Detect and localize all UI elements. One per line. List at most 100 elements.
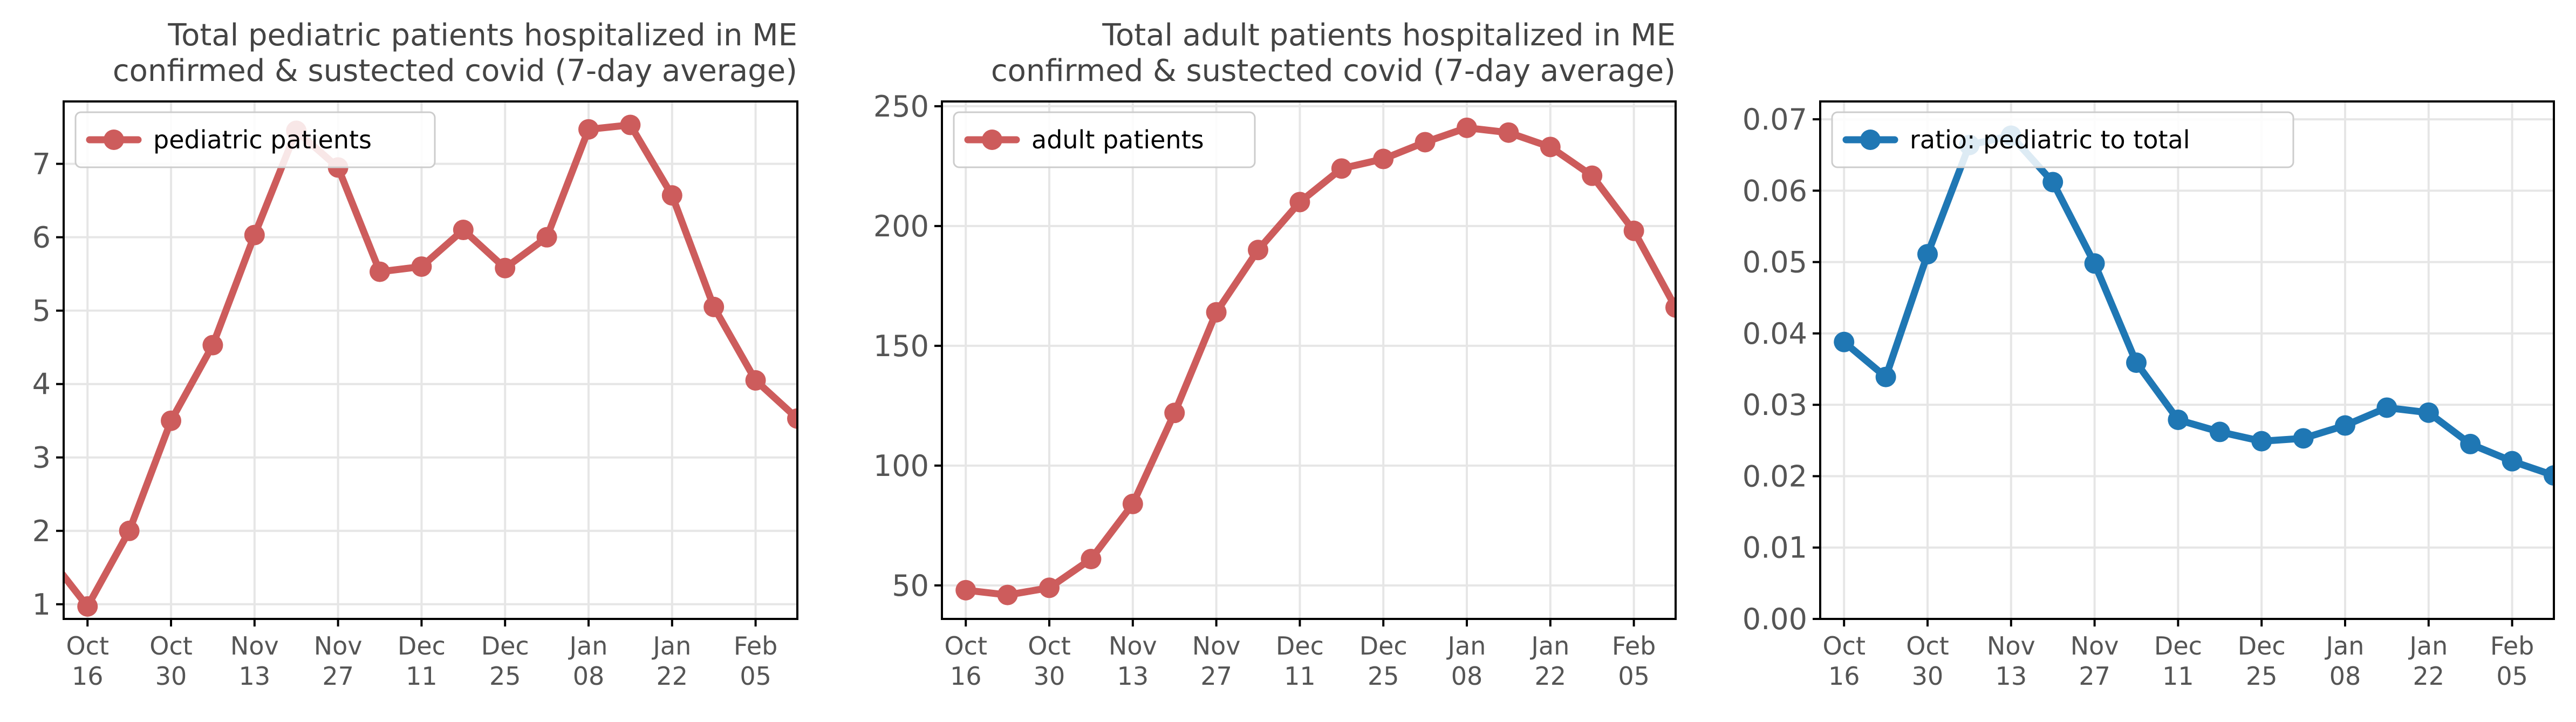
x-tick-label-month: Nov (2071, 631, 2119, 660)
x-tick-label-month: Feb (734, 631, 777, 660)
x-tick-label-day: 22 (2413, 662, 2445, 691)
y-tick-label: 250 (873, 90, 929, 124)
chart-title-line: confirmed & sustected covid (7-day avera… (113, 53, 797, 88)
data-point (119, 520, 140, 541)
data-point (1206, 302, 1227, 323)
plot-frame (1819, 100, 2555, 620)
x-tick-label-month: Dec (398, 631, 446, 660)
data-point (2376, 397, 2397, 418)
x-tick-label-month: Jan (1529, 631, 1569, 660)
y-tick-label: 0.01 (1743, 531, 1807, 565)
data-point (495, 257, 516, 278)
legend-label: adult patients (1031, 125, 1204, 154)
data-point (2335, 415, 2356, 436)
data-point (370, 261, 391, 282)
data-point (2502, 451, 2523, 472)
x-tick-label-day: 13 (1117, 662, 1149, 691)
x-tick-label-day: 27 (322, 662, 354, 691)
data-point (77, 596, 98, 617)
x-tick-label-month: Jan (1446, 631, 1486, 660)
plot-frame (63, 100, 798, 620)
x-tick-label-day: 05 (740, 662, 771, 691)
x-tick-label-day: 11 (1284, 662, 1316, 691)
y-tick-label: 7 (32, 147, 51, 181)
x-tick-label-day: 08 (573, 662, 605, 691)
plot-frame (941, 100, 1677, 620)
data-point (2168, 409, 2189, 430)
x-tick-label-day: 25 (489, 662, 521, 691)
data-point (2544, 465, 2554, 486)
series-1 (64, 114, 797, 617)
data-point (2460, 433, 2481, 454)
data-point (1415, 132, 1436, 153)
x-tick-label-day: 25 (1368, 662, 1399, 691)
data-point (703, 296, 725, 317)
x-tick-label-day: 16 (950, 662, 982, 691)
data-point (2209, 421, 2230, 442)
legend: ratio: pediatric to total (1831, 111, 2294, 168)
data-point (1289, 192, 1310, 213)
data-point (2042, 172, 2063, 193)
y-tick-label: 50 (892, 569, 929, 603)
x-tick-label-month: Jan (2325, 631, 2365, 660)
x-tick-label-day: 27 (1200, 662, 1232, 691)
data-point (787, 408, 797, 429)
y-tick-label: 0.06 (1743, 174, 1807, 208)
x-tick-label-month: Dec (1359, 631, 1407, 660)
y-tick-label: 150 (873, 329, 929, 363)
data-point (1665, 297, 1676, 318)
legend-marker-swatch (104, 130, 124, 150)
legend: pediatric patients (74, 111, 436, 168)
data-point (411, 256, 432, 277)
data-point (1248, 240, 1269, 261)
x-tick-label-day: 22 (1535, 662, 1567, 691)
data-point (745, 370, 766, 391)
x-tick-label-month: Nov (1109, 631, 1157, 660)
data-point (1498, 122, 1519, 143)
x-tick-label-day: 05 (2496, 662, 2528, 691)
chart-title-line: Total adult patients hospitalized in ME (1102, 18, 1676, 53)
y-tick-label: 100 (873, 449, 929, 483)
data-point (1875, 366, 1896, 387)
data-point (244, 224, 265, 246)
chart-title-line: confirmed & sustected covid (7-day avera… (991, 53, 1676, 88)
data-point (2084, 253, 2105, 274)
data-point (1373, 148, 1394, 169)
legend-box (74, 111, 436, 168)
x-tick-label-month: Oct (1906, 631, 1949, 660)
data-point (1917, 244, 1938, 265)
y-tick-label: 5 (32, 294, 51, 328)
data-point (2418, 402, 2439, 423)
x-tick-label-day: 16 (72, 662, 104, 691)
data-point (661, 185, 682, 206)
y-tick-label: 0.04 (1743, 317, 1807, 351)
legend-box (953, 111, 1256, 168)
x-tick-label-month: Jan (568, 631, 608, 660)
data-point (2126, 352, 2147, 373)
x-tick-label-month: Jan (2408, 631, 2448, 660)
y-tick-label: 0.00 (1743, 602, 1807, 636)
legend-marker-swatch (982, 130, 1002, 150)
legend-label: pediatric patients (153, 125, 372, 154)
x-tick-label-month: Nov (314, 631, 363, 660)
x-tick-label-month: Oct (944, 631, 987, 660)
x-tick-label-day: 30 (1912, 662, 1944, 691)
data-point (1457, 117, 1478, 138)
x-tick-label-month: Oct (1822, 631, 1866, 660)
x-tick-label-month: Jan (651, 631, 691, 660)
x-tick-label-month: Feb (1612, 631, 1656, 660)
data-point (1081, 549, 1102, 570)
data-point (955, 580, 976, 601)
data-point (536, 227, 557, 248)
y-tick-label: 200 (873, 209, 929, 243)
x-tick-label-month: Oct (1028, 631, 1071, 660)
x-tick-label-day: 13 (1996, 662, 2027, 691)
series-1 (955, 117, 1676, 605)
x-tick-label-day: 08 (2329, 662, 2361, 691)
data-point (620, 114, 641, 135)
y-tick-label: 4 (32, 367, 51, 401)
x-tick-label-month: Dec (481, 631, 529, 660)
data-point (1122, 493, 1143, 514)
legend: adult patients (953, 111, 1256, 168)
